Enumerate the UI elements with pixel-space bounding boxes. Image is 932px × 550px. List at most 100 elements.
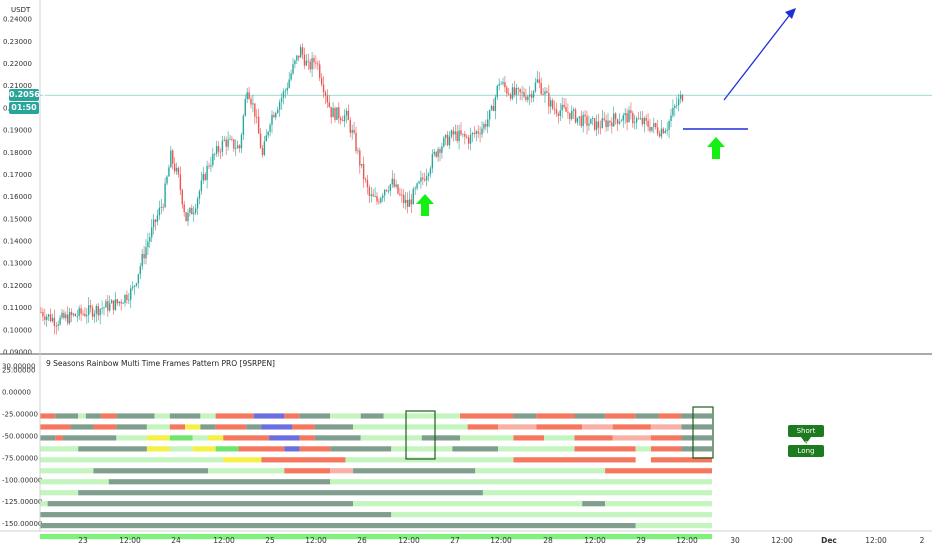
band-segment [498,424,537,430]
candle-body [229,138,231,140]
candle-body [609,120,611,123]
candle-body [466,136,468,138]
band-segment [330,446,392,452]
band-segment [582,424,613,430]
candle-body [263,141,266,155]
band-segment [650,424,682,430]
countdown-badge: 01:50 [9,102,39,115]
candle-body [664,130,666,134]
candle-body [681,94,684,101]
candle-body [561,104,563,111]
band-segment [40,424,71,430]
candle-body [175,167,178,172]
band-segment [284,468,331,474]
band-segment [612,435,651,441]
candle-body [158,207,161,216]
indicator-tick-label: 25.00000 [2,367,35,375]
candle-body [156,215,159,222]
candle-body [420,177,422,182]
candle-body [338,107,340,119]
band-segment [116,435,147,441]
candle-body [433,152,435,155]
price-tick-label: 0.15000 [3,215,32,223]
candle-body [151,227,153,238]
candle-body [445,134,447,138]
band-segment [55,413,79,419]
candle-body [353,129,355,133]
candle-body [385,189,388,191]
candle-body [378,201,380,203]
band-segment [681,435,712,441]
candle-body [200,180,203,192]
time-tick-label: 12:00 [490,536,512,545]
band-segment [345,457,514,463]
candle-body [126,294,128,301]
candle-body [202,174,204,181]
band-segment [40,435,56,441]
time-tick-label: 2 [920,536,925,545]
candle-body [324,92,327,96]
candle-body [397,184,399,194]
candle-body [599,127,602,129]
candle-body [299,47,302,58]
candle-body [246,92,248,100]
candle-body [496,85,498,98]
candle-body [257,116,260,134]
band-segment [169,446,193,452]
candle-body [504,82,506,88]
band-segment [460,435,514,441]
band-segment [40,457,79,463]
candle-body [439,149,441,153]
candle-body [130,288,132,300]
candle-body [332,107,334,118]
candle-body [553,108,556,110]
band-segment [650,435,682,441]
candle-body [110,300,113,304]
candle-body [389,184,392,191]
candle-body [584,114,586,117]
candle-body [275,112,277,118]
candle-body [154,219,157,222]
candle-body [368,187,371,196]
price-tick-label: 0.09000 [3,349,32,357]
candle-body [124,294,126,304]
candle-body [519,89,521,93]
candle-body [395,184,397,187]
candle-body [555,109,558,114]
band-segment [169,435,193,441]
candle-body [458,130,460,141]
candle-body [116,299,119,304]
candle-body [194,208,197,213]
candle-body [473,133,476,134]
candle-body [404,199,407,204]
band-segment [498,446,575,452]
unit-label: USDT [11,6,31,14]
candle-body [628,110,630,123]
price-tick-label: 0.24000 [3,16,32,24]
candle-body [235,148,237,149]
candle-body [206,165,208,180]
candle-body [70,311,73,316]
candle-body [653,123,655,127]
band-segment [246,424,262,430]
price-tick-label: 0.11000 [3,304,32,312]
candle-body [502,82,504,84]
band-segment [40,413,56,419]
candle-body [679,94,682,99]
candle-body [309,61,311,70]
band-segment [353,468,476,474]
candle-body [383,189,386,196]
candle-body [662,128,665,134]
candle-body [532,91,535,98]
band-segment [460,413,514,419]
candle-body [670,115,672,121]
up-arrow-icon [416,194,434,216]
band-segment [192,435,208,441]
candle-body [454,131,456,135]
annotations [416,8,796,216]
candle-body [131,286,134,289]
candle-body [91,307,94,317]
candle-body [99,308,101,316]
candle-body [456,131,458,141]
